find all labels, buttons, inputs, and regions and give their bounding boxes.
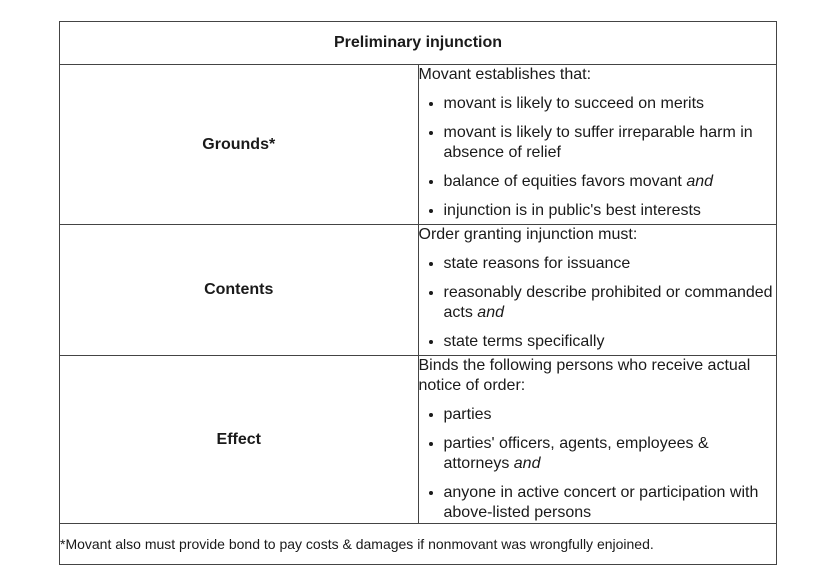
- contents-label: Contents: [59, 224, 419, 356]
- contents-row: Contents Order granting injunction must:…: [59, 224, 777, 356]
- effect-content: Binds the following persons who receive …: [417, 355, 777, 524]
- list-item: balance of equities favors movant and: [444, 172, 777, 192]
- grounds-row: Grounds* Movant establishes that: movant…: [59, 64, 777, 225]
- effect-row: Effect Binds the following persons who r…: [59, 355, 777, 524]
- footnote-row: *Movant also must provide bond to pay co…: [59, 523, 777, 565]
- grounds-intro: Movant establishes that:: [418, 66, 592, 83]
- contents-list: state reasons for issuance reasonably de…: [419, 254, 777, 352]
- title-row: Preliminary injunction: [59, 21, 777, 65]
- contents-content: Order granting injunction must: state re…: [417, 224, 777, 356]
- list-item: reasonably describe prohibited or comman…: [444, 283, 777, 323]
- list-item: movant is likely to succeed on merits: [444, 94, 777, 114]
- list-item: anyone in active concert or participatio…: [444, 483, 777, 523]
- rule-table: Preliminary injunction Grounds* Movant e…: [59, 21, 777, 565]
- list-item: parties' officers, agents, employees & a…: [444, 434, 777, 474]
- grounds-list: movant is likely to succeed on merits mo…: [419, 94, 777, 221]
- list-item: state terms specifically: [444, 332, 777, 352]
- table-title: Preliminary injunction: [59, 21, 777, 65]
- effect-label: Effect: [59, 355, 419, 524]
- list-item: state reasons for issuance: [444, 254, 777, 274]
- list-item: movant is likely to suffer irreparable h…: [444, 123, 777, 163]
- grounds-content: Movant establishes that: movant is likel…: [417, 64, 777, 225]
- list-item: parties: [444, 405, 777, 425]
- grounds-label: Grounds*: [59, 64, 419, 225]
- contents-intro: Order granting injunction must:: [418, 226, 638, 243]
- footnote: *Movant also must provide bond to pay co…: [59, 523, 777, 565]
- effect-list: parties parties' officers, agents, emplo…: [419, 405, 777, 523]
- effect-intro: Binds the following persons who receive …: [418, 357, 751, 394]
- list-item: injunction is in public's best interests: [444, 201, 777, 221]
